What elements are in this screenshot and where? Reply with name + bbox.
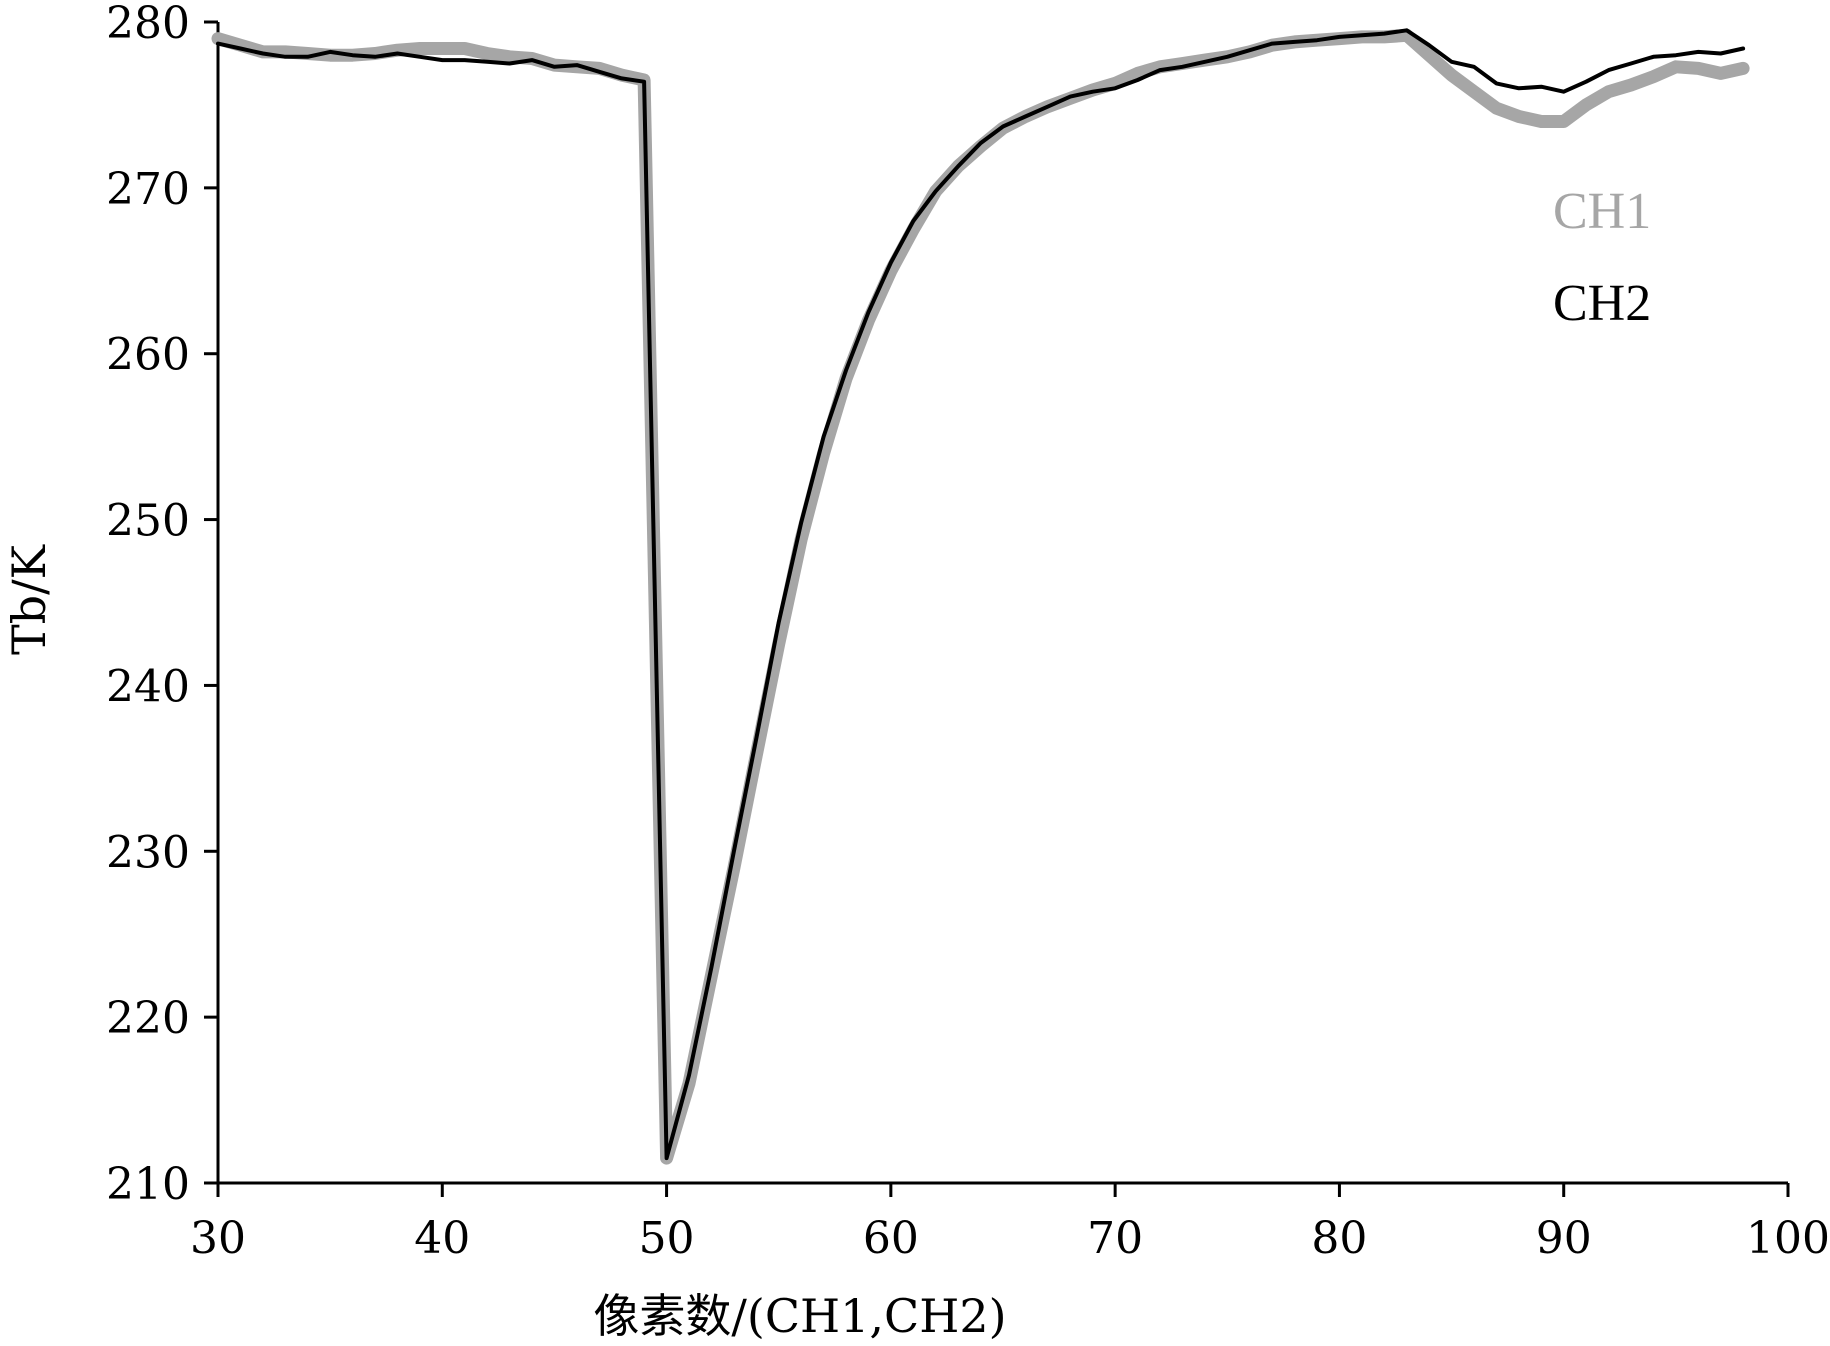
series-line-ch2	[216, 28, 1746, 1161]
x-tick-label: 70	[1087, 1213, 1143, 1264]
series-line-ch1	[211, 28, 1750, 1165]
y-tick-label: 210	[106, 1159, 190, 1210]
y-tick-label: 250	[106, 496, 190, 547]
x-tick-label: 80	[1311, 1213, 1367, 1264]
legend-label-ch2: CH2	[1553, 275, 1651, 332]
y-tick-label: 230	[106, 827, 190, 878]
y-tick-label: 270	[106, 164, 190, 215]
series-layer	[211, 28, 1750, 1165]
x-tick-label: 40	[414, 1213, 470, 1264]
legend: CH1 CH2	[1553, 183, 1651, 332]
x-axis-title: 像素数/(CH1,CH2)	[593, 1289, 1006, 1343]
y-tick-label: 220	[106, 993, 190, 1044]
y-axis-title: Tb/K	[2, 543, 56, 655]
x-tick-label: 30	[190, 1213, 246, 1264]
x-tick-label: 50	[639, 1213, 695, 1264]
axes: 30 40 50 60 70 80 90 100 210 220 230 240 250 260 270 28…	[106, 0, 1830, 1264]
legend-label-ch1: CH1	[1553, 183, 1651, 240]
y-tick-label: 260	[106, 330, 190, 381]
x-tick-label: 60	[863, 1213, 919, 1264]
x-tick-label: 90	[1536, 1213, 1592, 1264]
x-tick-label: 100	[1746, 1213, 1830, 1264]
y-tick-label: 280	[106, 0, 190, 49]
y-tick-label: 240	[106, 661, 190, 712]
